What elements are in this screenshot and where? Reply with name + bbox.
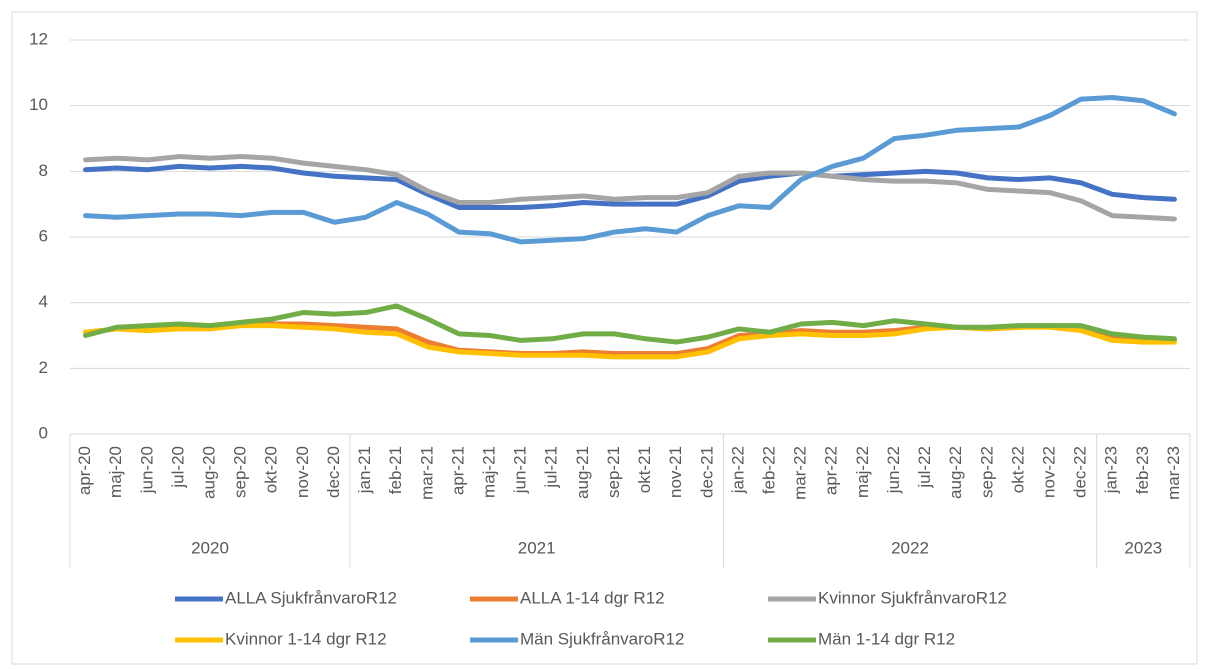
series-line <box>83 163 1177 210</box>
chart-frame <box>11 11 1198 665</box>
x-tick-label: apr-20 <box>75 446 94 495</box>
x-tick-label: mar-21 <box>417 446 436 500</box>
x-tick-label: aug-22 <box>946 446 965 499</box>
x-tick-label: okt-20 <box>262 446 281 493</box>
x-tick-label: mar-22 <box>791 446 810 500</box>
x-tick-label: dec-20 <box>324 446 343 498</box>
legend-label: Män 1-14 dgr R12 <box>818 629 955 648</box>
legend-label: Kvinnor 1-14 dgr R12 <box>225 629 387 648</box>
x-tick-label: feb-22 <box>759 446 778 494</box>
x-tick-label: jul-21 <box>542 446 561 489</box>
y-tick-label: 12 <box>29 29 48 48</box>
legend-label: ALLA SjukfrånvaroR12 <box>225 588 397 607</box>
x-tick-label: maj-21 <box>479 446 498 498</box>
x-tick-label: sep-22 <box>977 446 996 498</box>
x-tick-label: mar-23 <box>1164 446 1183 500</box>
y-tick-label: 2 <box>39 358 48 377</box>
x-tick-label: jun-21 <box>511 446 530 494</box>
x-tick-label: apr-22 <box>822 446 841 495</box>
x-tick-label: dec-22 <box>1071 446 1090 498</box>
x-tick-label: nov-20 <box>293 446 312 498</box>
x-tick-label: aug-20 <box>199 446 218 499</box>
x-tick-label: maj-22 <box>853 446 872 498</box>
x-tick-label: jun-22 <box>884 446 903 494</box>
x-tick-label: sep-21 <box>604 446 623 498</box>
y-tick-label: 8 <box>39 161 48 180</box>
legend-label: Kvinnor SjukfrånvaroR12 <box>818 588 1007 607</box>
x-tick-label: feb-23 <box>1133 446 1152 494</box>
legend-label: ALLA 1-14 dgr R12 <box>520 588 665 607</box>
x-tick-label: okt-21 <box>635 446 654 493</box>
series-line <box>83 154 1177 222</box>
y-tick-label: 4 <box>39 292 48 311</box>
x-tick-label: dec-21 <box>697 446 716 498</box>
x-tick-label: jul-22 <box>915 446 934 489</box>
x-tick-label: jul-20 <box>168 446 187 489</box>
series-line <box>83 94 1177 245</box>
x-tick-label: aug-21 <box>573 446 592 499</box>
series-line <box>83 303 1177 345</box>
y-tick-label: 10 <box>29 95 48 114</box>
y-tick-label: 6 <box>39 226 48 245</box>
x-tick-label: nov-21 <box>666 446 685 498</box>
group-label: 2022 <box>891 538 929 557</box>
x-tick-label: jan-23 <box>1102 446 1121 494</box>
x-tick-label: nov-22 <box>1039 446 1058 498</box>
group-label: 2023 <box>1124 538 1162 557</box>
x-tick-label: jan-21 <box>355 446 374 494</box>
legend-label: Män SjukfrånvaroR12 <box>520 629 684 648</box>
group-label: 2020 <box>191 538 229 557</box>
x-tick-label: feb-21 <box>386 446 405 494</box>
x-tick-label: jan-22 <box>728 446 747 494</box>
x-tick-label: jun-20 <box>137 446 156 494</box>
group-label: 2021 <box>518 538 556 557</box>
x-tick-label: sep-20 <box>231 446 250 498</box>
x-tick-label: okt-22 <box>1008 446 1027 493</box>
x-tick-label: maj-20 <box>106 446 125 498</box>
y-tick-label: 0 <box>39 423 48 442</box>
x-tick-label: apr-21 <box>448 446 467 495</box>
